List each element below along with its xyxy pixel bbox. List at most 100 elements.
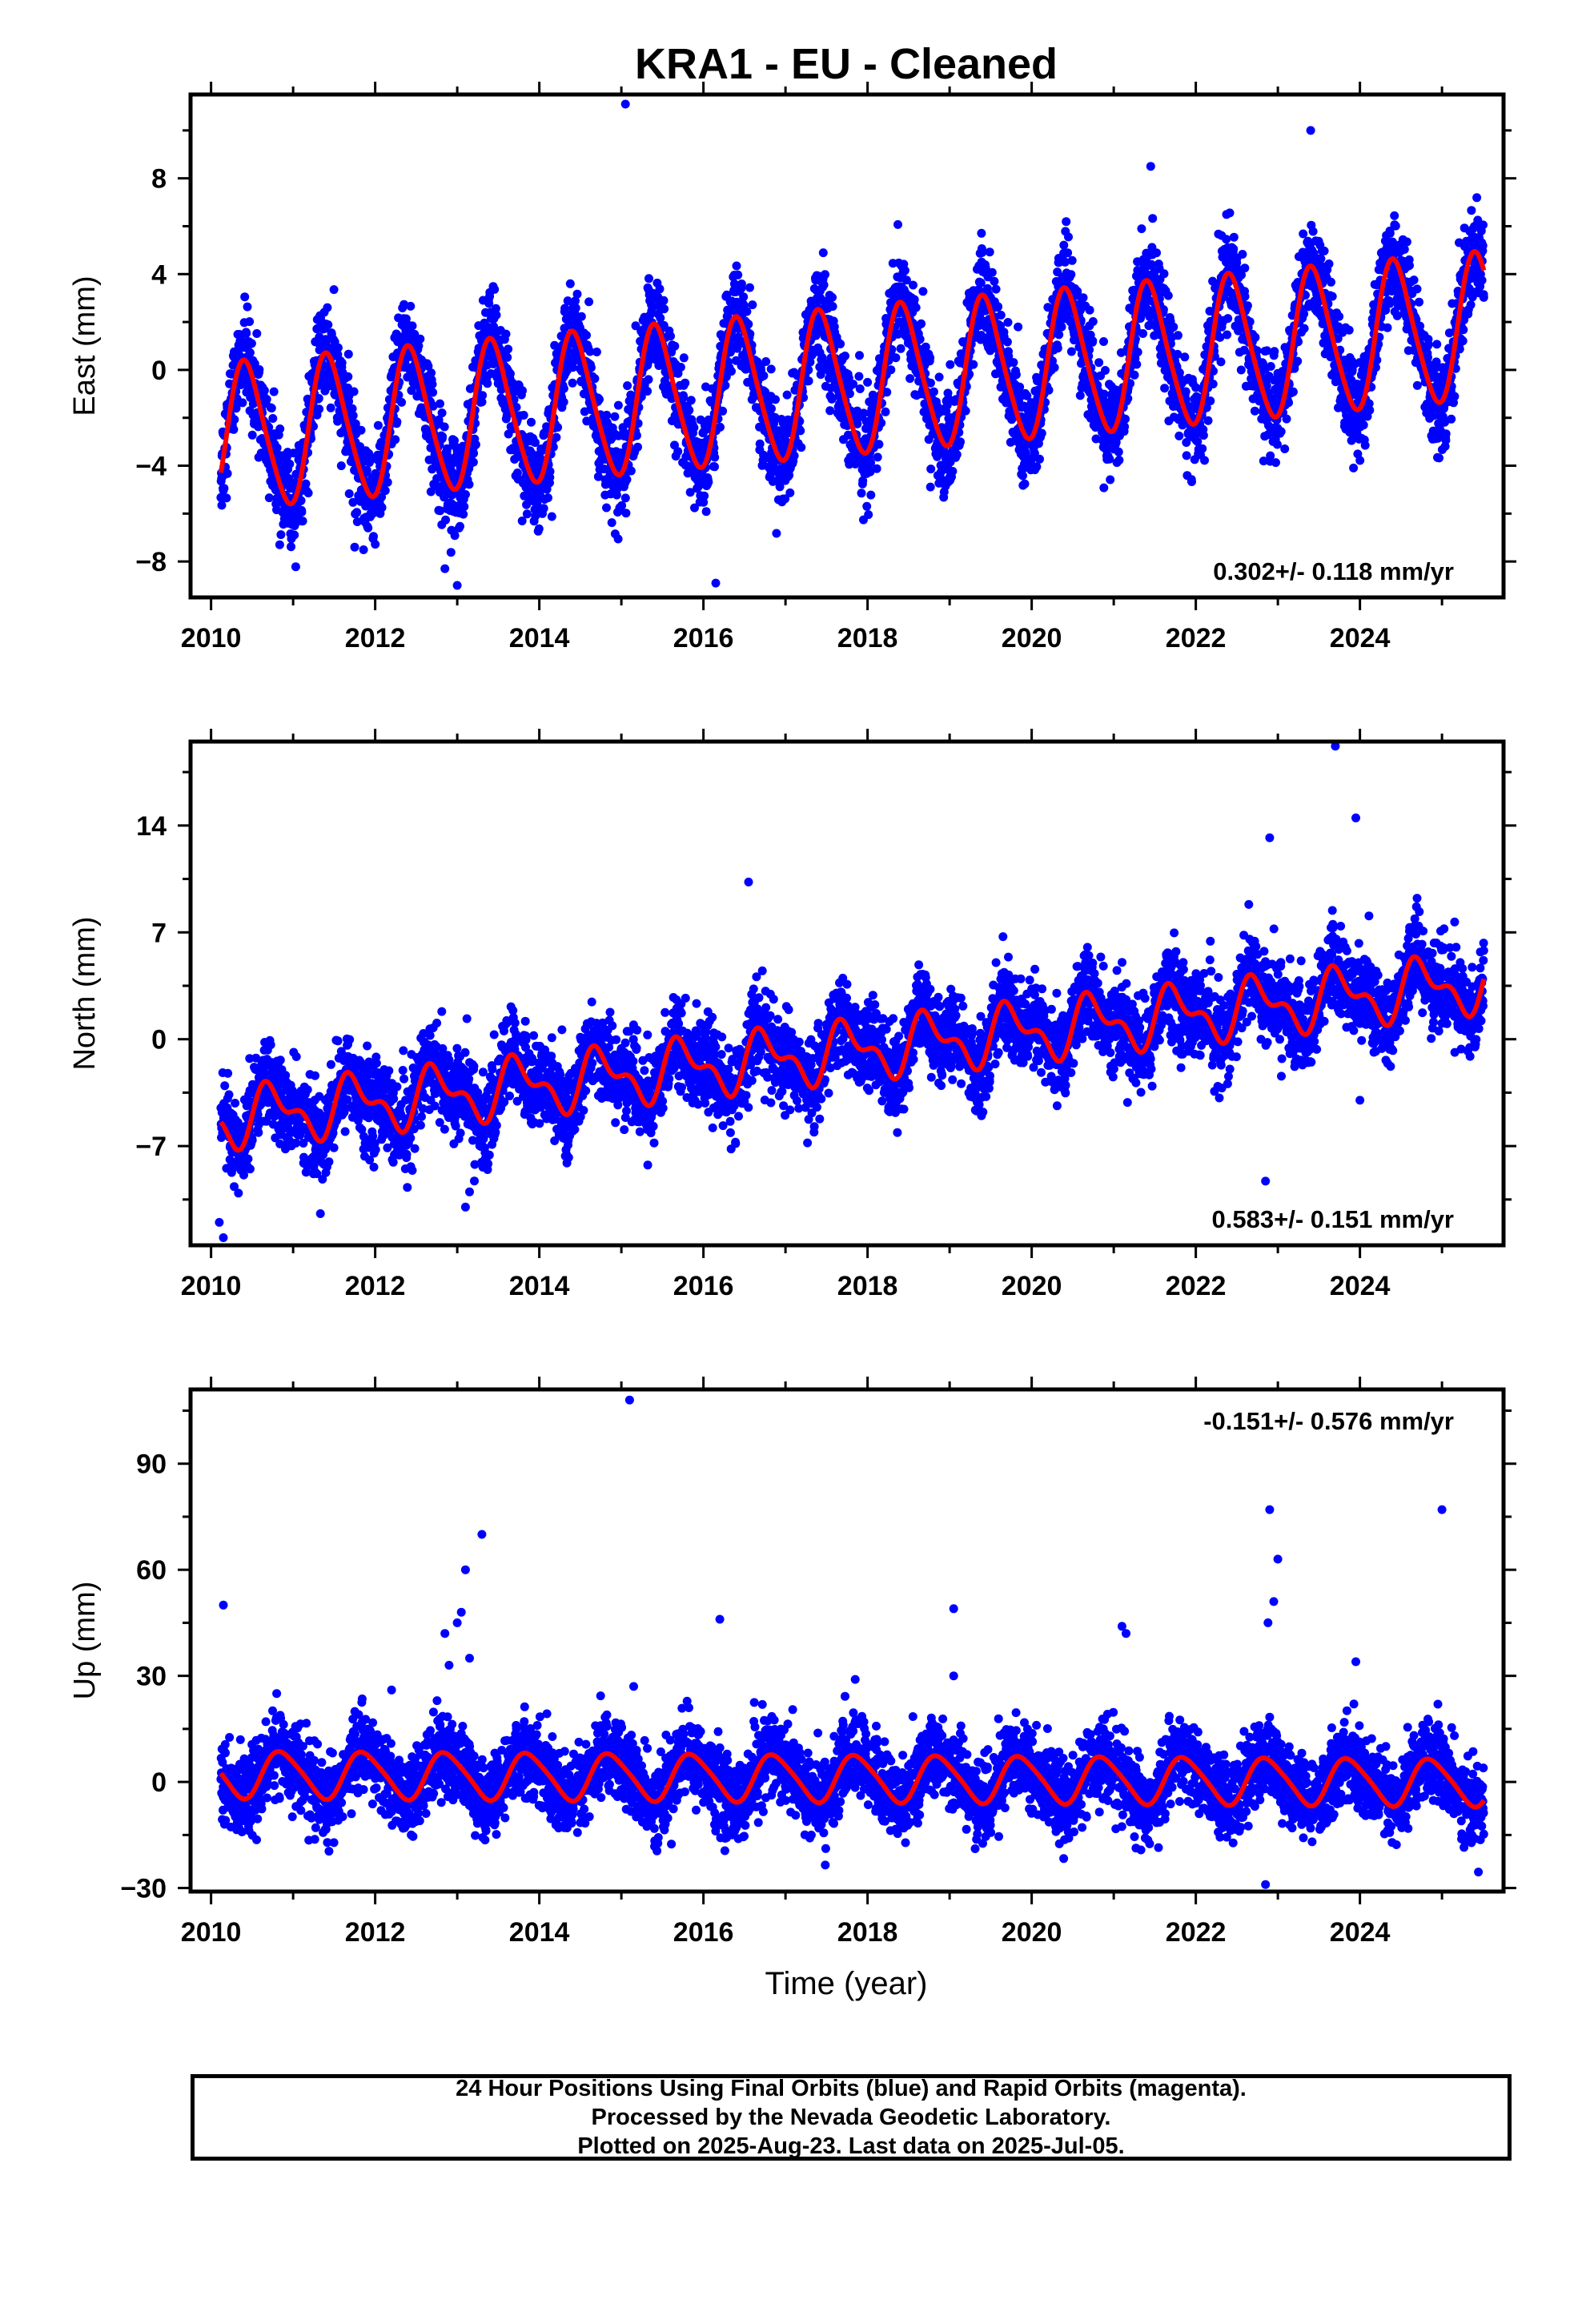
data-point: [855, 384, 865, 393]
data-point: [841, 352, 849, 360]
data-point: [276, 530, 286, 540]
data-point: [1200, 456, 1209, 465]
data-point: [828, 302, 837, 312]
data-point: [478, 391, 488, 400]
data-point: [269, 387, 279, 396]
data-point: [855, 351, 864, 360]
data-point: [1327, 292, 1337, 301]
data-point: [229, 424, 239, 434]
data-point: [666, 332, 675, 341]
data-point: [1208, 380, 1218, 388]
data-point: [755, 439, 765, 448]
data-point: [243, 302, 252, 312]
data-point: [1360, 440, 1370, 450]
data-point: [1088, 336, 1098, 346]
data-point: [785, 488, 795, 497]
data-point: [223, 468, 232, 478]
data-point: [217, 501, 227, 510]
data-point: [1272, 440, 1282, 449]
data-point: [659, 296, 669, 305]
data-point: [275, 540, 284, 549]
data-point: [1182, 451, 1191, 460]
data-point: [862, 501, 872, 511]
data-point: [745, 283, 754, 292]
data-point: [1349, 463, 1359, 472]
data-point: [240, 292, 250, 302]
data-point: [436, 506, 445, 516]
data-point: [547, 512, 556, 521]
data-point: [560, 304, 570, 313]
data-point: [267, 404, 276, 413]
data-point: [1203, 416, 1213, 425]
data-point: [1067, 255, 1077, 265]
data-point: [563, 296, 572, 306]
data-point: [247, 430, 257, 440]
data-point: [626, 466, 636, 476]
data-point: [742, 307, 752, 316]
data-point: [559, 384, 568, 393]
data-point: [789, 451, 799, 460]
data-point: [272, 443, 282, 452]
data-point: [996, 311, 1006, 320]
data-point: [531, 438, 540, 448]
data-point: [568, 363, 577, 372]
data-point: [621, 509, 631, 518]
data-point: [356, 425, 366, 435]
data-point: [1181, 387, 1191, 396]
data-point: [1120, 422, 1130, 432]
data-point: [1229, 232, 1239, 242]
data-point: [1251, 332, 1260, 342]
data-point: [291, 562, 300, 572]
data-point: [766, 364, 776, 374]
data-point: [491, 304, 500, 313]
data-point: [727, 367, 736, 376]
data-point: [978, 247, 987, 257]
data-point: [825, 406, 835, 416]
data-point: [1223, 330, 1232, 340]
data-point: [617, 501, 627, 510]
data-point: [929, 387, 938, 396]
data-point: [590, 374, 600, 384]
data-point: [732, 261, 741, 271]
data-point: [739, 292, 749, 302]
data-point: [349, 387, 359, 396]
data-point: [1078, 293, 1088, 303]
data-point: [1138, 329, 1148, 338]
data-point: [836, 340, 845, 348]
data-point: [553, 423, 563, 432]
data-point: [477, 397, 487, 407]
data-point: [1088, 317, 1098, 326]
data-point: [718, 406, 728, 416]
data-point: [681, 378, 690, 388]
data-point: [559, 397, 568, 407]
data-point: [407, 386, 416, 396]
data-point: [461, 490, 470, 499]
data-point: [352, 517, 362, 526]
chart-title: KRA1 - EU - Cleaned: [635, 40, 1058, 88]
data-point: [1032, 462, 1042, 472]
data-point: [1327, 277, 1335, 287]
data-point: [716, 422, 725, 432]
data-point: [1198, 444, 1207, 453]
data-point: [1099, 337, 1108, 346]
data-point: [1316, 254, 1326, 263]
data-point: [1101, 366, 1110, 375]
data-point: [1003, 318, 1013, 327]
data-point: [438, 432, 448, 441]
data-point: [1114, 447, 1123, 456]
data-point: [337, 358, 347, 368]
data-point: [510, 387, 520, 396]
data-point: [416, 403, 426, 412]
data-point: [1335, 312, 1344, 321]
data-point: [602, 503, 611, 513]
data-point: [613, 400, 623, 410]
data-point: [872, 464, 881, 473]
data-point: [956, 437, 965, 447]
data-point: [352, 508, 362, 517]
data-point: [397, 397, 407, 407]
data-point: [336, 461, 346, 471]
data-point: [518, 386, 527, 396]
data-point: [918, 287, 928, 296]
data-point: [948, 467, 958, 476]
data-point: [326, 403, 335, 412]
